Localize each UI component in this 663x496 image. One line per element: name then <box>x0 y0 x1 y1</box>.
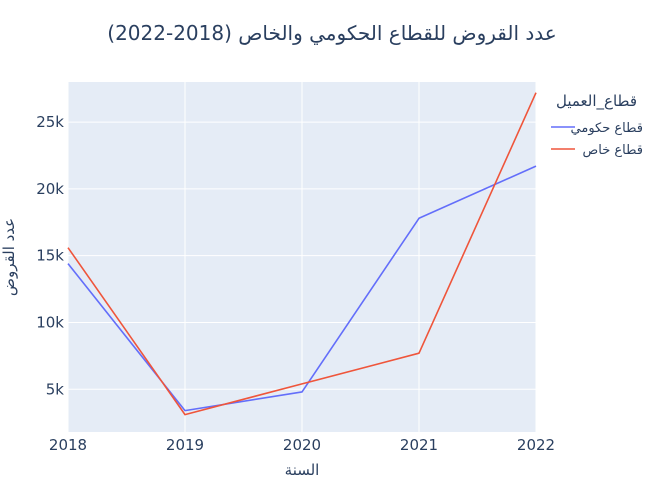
legend-title: قطاع_العميل <box>556 92 637 111</box>
x-tick-label: 2021 <box>400 436 438 454</box>
y-tick-label: 20k <box>36 180 64 198</box>
x-tick-label: 2022 <box>517 436 555 454</box>
series-lines <box>67 92 537 416</box>
x-axis-ticks: 2018 2019 2020 2021 2022 <box>49 436 555 454</box>
y-tick-label: 10k <box>36 313 64 331</box>
series-line-1 <box>67 92 537 416</box>
chart-title: عدد القروض للقطاع الحكومي والخاص (2018-2… <box>107 21 557 46</box>
legend: قطاع_العميل قطاع حكومي قطاع خاص <box>551 92 643 158</box>
y-axis-ticks: 5k 10k 15k 20k 25k <box>36 113 64 398</box>
y-axis-title: عدد القروض <box>0 218 18 296</box>
x-tick-label: 2018 <box>49 436 87 454</box>
legend-item[interactable]: قطاع خاص <box>551 143 643 158</box>
legend-label: قطاع حكومي <box>571 121 643 136</box>
legend-label: قطاع خاص <box>583 143 643 158</box>
y-tick-label: 15k <box>36 247 64 265</box>
x-tick-label: 2020 <box>283 436 321 454</box>
legend-item[interactable]: قطاع حكومي <box>551 121 643 136</box>
series-line-0 <box>67 165 537 412</box>
x-axis-title: السنة <box>285 461 320 479</box>
grid <box>67 82 537 432</box>
x-tick-label: 2019 <box>166 436 204 454</box>
y-tick-label: 5k <box>46 380 65 398</box>
y-tick-label: 25k <box>36 113 64 131</box>
